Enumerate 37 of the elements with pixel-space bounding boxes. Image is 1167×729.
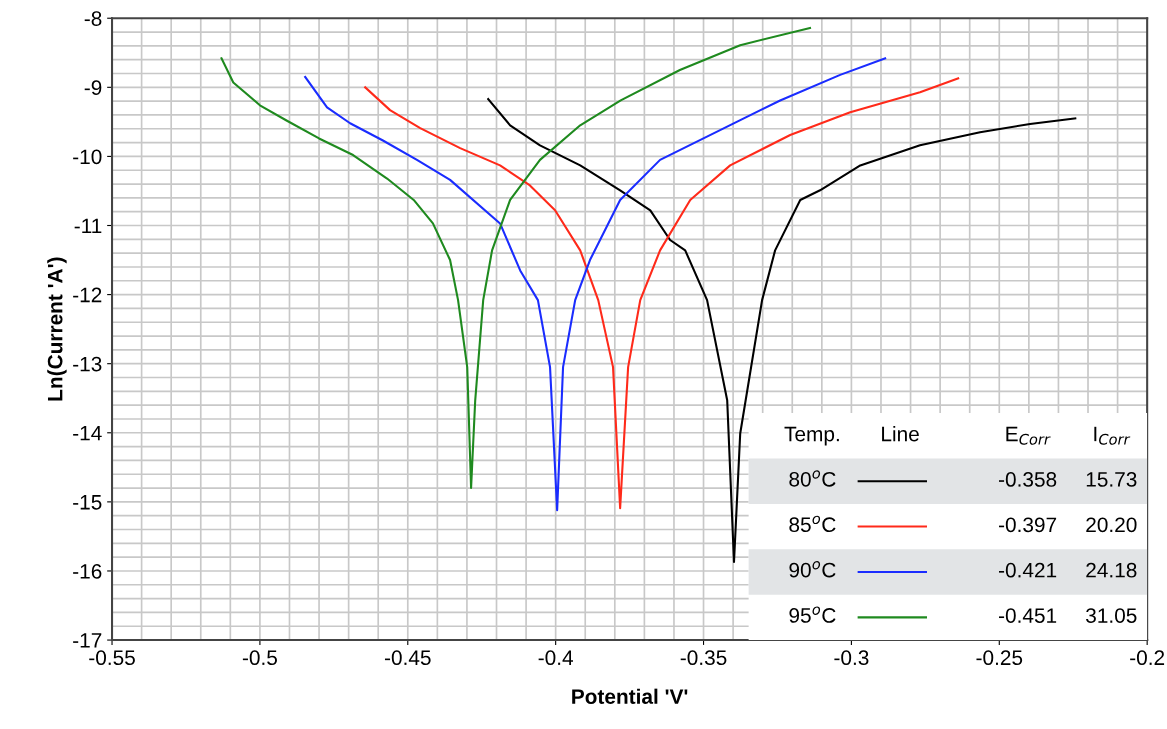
y-tick-label: -15 (73, 495, 102, 510)
annotation: E$_{Corr}$ (1006, 426, 1051, 445)
annotation: Temp. (784, 426, 839, 446)
annotation: -0.421 (999, 562, 1057, 578)
annotation: 31.05 (1086, 608, 1137, 623)
y-tick-label: -12 (73, 287, 102, 303)
y-tick-label: -9 (84, 80, 102, 96)
annotation: I$_{Corr}$ (1094, 426, 1131, 445)
y-tick-label: -13 (73, 356, 102, 372)
annotation: -0.451 (999, 608, 1057, 623)
y-tick-label: -16 (73, 563, 102, 579)
y-tick-label: -17 (73, 633, 102, 648)
x-tick-label: -0.5 (242, 650, 277, 666)
annotation: Line (882, 426, 919, 442)
x-tick-label: -0.3 (834, 650, 869, 666)
y-axis-title: Ln(Current 'A') (47, 257, 67, 401)
x-tick-label: -0.45 (384, 650, 431, 666)
annotation: -0.358 (999, 472, 1057, 487)
annotation: -0.397 (999, 517, 1057, 533)
y-tick-label: -8 (84, 11, 102, 26)
legend-label: 85$^{o}$C (789, 515, 836, 533)
x-tick-label: -0.55 (89, 650, 135, 666)
annotation: 20.20 (1086, 517, 1137, 533)
legend-label: 95$^{o}$C (789, 606, 836, 623)
x-tick-label: -0.35 (680, 650, 727, 666)
annotation: 15.73 (1086, 472, 1137, 487)
x-tick-label: -0.4 (538, 650, 573, 666)
x-axis-title: Potential 'V' (572, 688, 688, 704)
legend-label: 80$^{o}$C (789, 470, 836, 487)
y-tick-label: -10 (73, 149, 102, 165)
y-tick-label: -11 (74, 218, 102, 234)
y-tick-label: -14 (73, 426, 102, 441)
legend-label: 90$^{o}$C (789, 561, 836, 578)
annotation: 24.18 (1086, 562, 1137, 578)
x-tick-label: -0.25 (976, 650, 1023, 666)
line-series (364, 77, 960, 510)
x-tick-label: -0.2 (1130, 650, 1165, 666)
